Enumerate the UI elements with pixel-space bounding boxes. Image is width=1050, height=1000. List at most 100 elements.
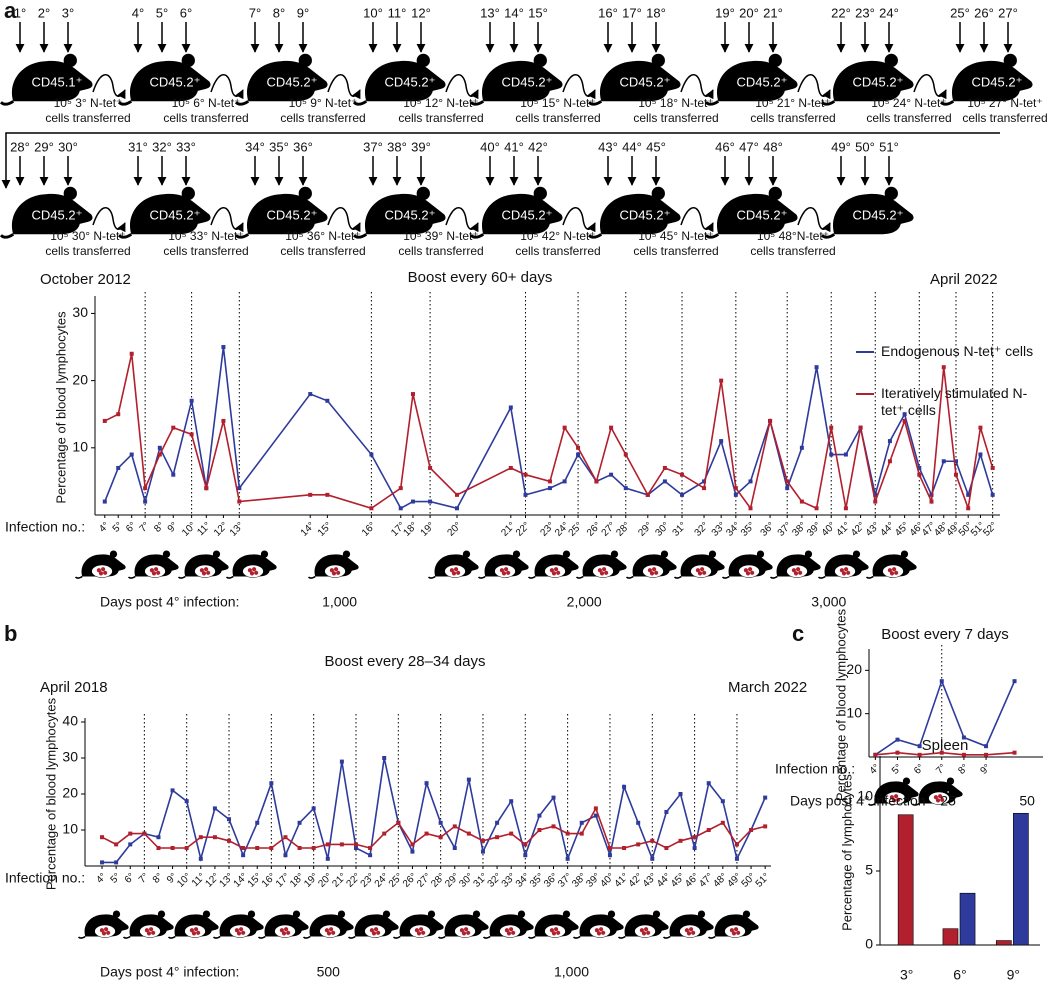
mouse-marker: CD45.2⁺	[502, 207, 553, 222]
x-tick-label: 6°	[953, 967, 966, 983]
infection-label: 32°	[693, 520, 711, 538]
transfer-text: cells transferred	[515, 111, 600, 125]
data-point	[829, 452, 834, 457]
infection-label: 28°	[614, 520, 632, 538]
infection-number: 4°	[132, 5, 144, 20]
infection-label: 8°	[151, 871, 166, 886]
mouse-marker: CD45.2⁺	[737, 207, 788, 222]
infection-number: 5°	[156, 5, 168, 20]
infection-number: 2°	[38, 5, 50, 20]
mouse-marker: CD45.2⁺	[737, 74, 788, 89]
data-point	[102, 418, 107, 423]
row-connector	[1, 132, 1000, 189]
data-point	[607, 846, 612, 850]
mouse-icon	[78, 909, 130, 939]
mouse-marker: CD45.2⁺	[385, 207, 436, 222]
data-point	[455, 506, 459, 511]
infection-number: 31°	[128, 139, 148, 154]
data-point	[198, 835, 203, 840]
y-axis-label: Percentage of lymphocytes	[839, 774, 854, 931]
infection-label: 51°	[754, 871, 772, 889]
infection-label: 6°	[912, 762, 927, 777]
infection-label: 19°	[419, 520, 437, 538]
data-point	[480, 838, 485, 843]
data-point	[255, 846, 260, 850]
infection-number: 38°	[387, 139, 407, 154]
infection-label: 52°	[981, 520, 999, 538]
transfer-arrow	[680, 207, 714, 233]
data-point	[1012, 750, 1017, 755]
data-point	[283, 835, 288, 840]
panel-label: c	[792, 621, 804, 646]
data-point	[398, 506, 403, 511]
y-tick-label: 10	[857, 788, 873, 804]
infection-number: 34°	[245, 139, 265, 154]
data-point	[212, 835, 217, 840]
infection-number: 43°	[598, 139, 618, 154]
infection-number: 29°	[34, 139, 54, 154]
transfer-arrow	[797, 74, 831, 100]
transfer-text: 10⁵ 42° N-tet⁺	[520, 229, 595, 243]
data-point	[325, 856, 330, 861]
mouse-icon	[393, 909, 445, 939]
mouse-marker: CD45.2⁺	[853, 207, 904, 222]
infection-number: 3°	[62, 5, 74, 20]
transfer-text: cells transferred	[398, 111, 483, 125]
transfer-text: cells transferred	[750, 111, 835, 125]
transfer-arrow	[562, 207, 596, 233]
y-tick-label: 40	[62, 713, 78, 729]
infection-number: 23°	[855, 5, 875, 20]
infection-number: 26°	[974, 5, 994, 20]
infection-number: 15°	[528, 5, 548, 20]
data-point	[424, 781, 429, 786]
mouse-icon	[573, 909, 625, 939]
transfer-text: cells transferred	[398, 244, 483, 258]
infection-label: 30°	[653, 520, 671, 538]
infection-label: 12°	[212, 520, 230, 538]
data-point	[720, 820, 725, 825]
data-point	[537, 813, 542, 818]
infection-number: 9°	[297, 5, 309, 20]
transfer-text: cells transferred	[515, 244, 600, 258]
x-axis-label: Days post 4° infection:	[100, 594, 239, 610]
data-point	[843, 506, 848, 511]
infection-label: 13°	[228, 520, 246, 538]
infection-number: 50°	[855, 139, 875, 154]
infection-label: 16°	[360, 520, 378, 538]
infection-label: 15°	[316, 520, 334, 538]
data-point	[143, 499, 148, 504]
infection-number: 48°	[763, 139, 783, 154]
data-point	[452, 846, 457, 850]
data-point	[961, 752, 966, 757]
data-point	[917, 465, 922, 470]
mouse-icon	[528, 909, 580, 939]
data-point	[941, 365, 946, 370]
infection-number: 13°	[480, 5, 500, 20]
data-point	[579, 831, 584, 836]
infection-label: 22°	[514, 520, 532, 538]
mouse-marker: CD45.2⁺	[150, 74, 201, 89]
infection-label: 9°	[979, 762, 994, 777]
data-point	[537, 828, 542, 832]
mouse-icon	[213, 909, 265, 939]
data-point	[662, 465, 667, 470]
data-point	[609, 472, 614, 477]
data-point	[748, 506, 753, 511]
data-point	[990, 492, 995, 497]
data-point	[887, 439, 892, 444]
data-point	[984, 752, 989, 757]
x-tick-label: 25	[940, 793, 956, 809]
start-date: October 2012	[40, 271, 131, 288]
infection-label: 11°	[195, 520, 213, 538]
mouse-marker: CD45.2⁺	[150, 207, 201, 222]
data-point	[763, 795, 768, 800]
data-point	[523, 472, 528, 477]
data-point	[508, 465, 513, 470]
data-point	[887, 459, 892, 464]
data-point	[799, 445, 804, 450]
data-point	[523, 842, 528, 847]
mouse-marker: CD45.1⁺	[32, 74, 83, 89]
infection-number: 40°	[480, 139, 500, 154]
data-point	[547, 479, 552, 484]
data-point	[961, 735, 966, 740]
